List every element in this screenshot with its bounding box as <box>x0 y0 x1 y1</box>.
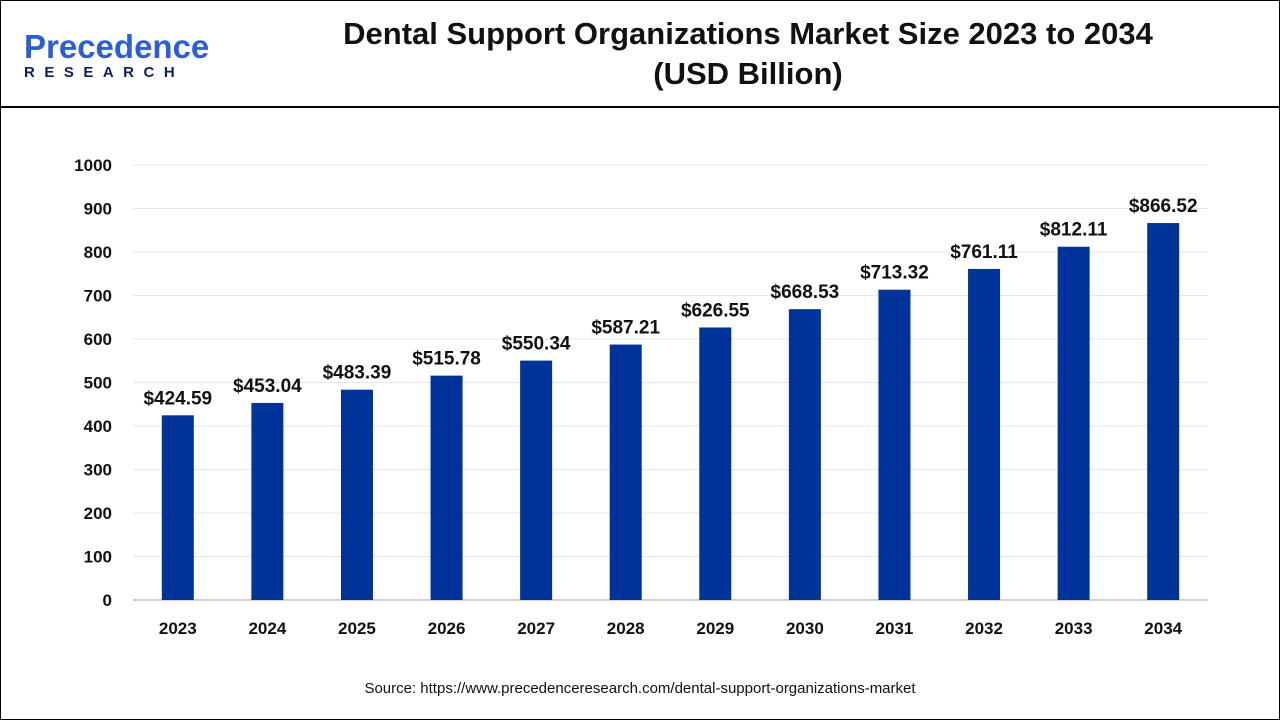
bar-2023 <box>161 415 194 600</box>
y-tick-label: 300 <box>84 461 112 480</box>
y-tick-label: 900 <box>84 200 112 219</box>
y-tick-label: 500 <box>84 374 112 393</box>
x-tick-label-2029: 2029 <box>696 619 734 638</box>
data-label-2030: $668.53 <box>771 282 840 303</box>
title-line-2: (USD Billion) <box>653 56 843 91</box>
bar-2034 <box>1147 223 1180 601</box>
data-label-2034: $866.52 <box>1129 196 1198 217</box>
x-tick-label-2032: 2032 <box>965 619 1003 638</box>
bar-2032 <box>968 268 1001 600</box>
data-label-2032: $761.11 <box>950 242 1018 263</box>
data-label-2028: $587.21 <box>591 318 660 339</box>
y-tick-label: 1000 <box>74 156 112 175</box>
x-tick-label-2027: 2027 <box>517 619 555 638</box>
bar-2028 <box>609 344 642 600</box>
x-tick-label-2028: 2028 <box>607 619 645 638</box>
header-divider <box>0 106 1280 108</box>
data-label-2033: $812.11 <box>1040 220 1108 241</box>
y-tick-label: 400 <box>84 417 112 436</box>
bar-2024 <box>251 402 284 600</box>
x-tick-label-2023: 2023 <box>159 619 197 638</box>
data-label-2027: $550.34 <box>502 334 571 355</box>
x-tick-label-2024: 2024 <box>248 619 286 638</box>
source-note: Source: https://www.precedenceresearch.c… <box>364 680 916 697</box>
bar-2030 <box>788 309 821 600</box>
bar-2033 <box>1057 246 1090 600</box>
precedence-research-logo: Precedence RESEARCH <box>24 30 209 81</box>
data-label-2024: $453.04 <box>233 376 302 397</box>
y-tick-label: 200 <box>84 504 112 523</box>
data-label-2025: $483.39 <box>323 363 392 384</box>
bar-2026 <box>430 375 463 600</box>
logo-main-text: Precedence <box>24 28 210 65</box>
bar-2025 <box>340 389 373 600</box>
bar-2029 <box>699 327 732 600</box>
x-tick-label-2034: 2034 <box>1144 619 1182 638</box>
x-tick-label-2033: 2033 <box>1055 619 1093 638</box>
x-tick-label-2026: 2026 <box>428 619 466 638</box>
y-tick-label: 700 <box>84 287 112 306</box>
y-tick-label: 600 <box>84 330 112 349</box>
data-label-2023: $424.59 <box>143 388 212 409</box>
x-tick-label-2031: 2031 <box>876 619 914 638</box>
data-label-2026: $515.78 <box>412 349 481 370</box>
data-label-2029: $626.55 <box>681 300 750 321</box>
y-tick-label: 0 <box>103 591 112 610</box>
data-label-2031: $713.32 <box>860 263 929 284</box>
title-line-1: Dental Support Organizations Market Size… <box>343 16 1153 51</box>
chart-title: Dental Support Organizations Market Size… <box>260 14 1236 94</box>
bar-2027 <box>520 360 553 600</box>
logo-sub-text: RESEARCH <box>24 64 185 81</box>
bar-2031 <box>878 289 911 600</box>
x-tick-label-2030: 2030 <box>786 619 824 638</box>
x-tick-label-2025: 2025 <box>338 619 376 638</box>
y-tick-label: 800 <box>84 243 112 262</box>
y-tick-label: 100 <box>84 548 112 567</box>
